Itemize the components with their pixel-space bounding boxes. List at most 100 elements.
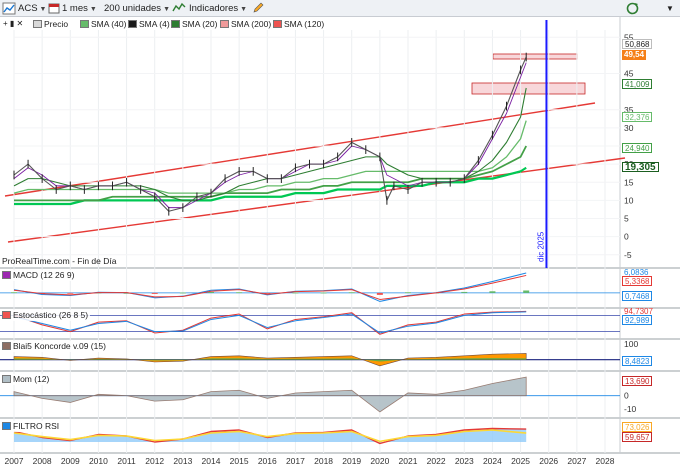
period-label: 1 mes xyxy=(62,3,88,14)
koncorde-tag: 8,4823 xyxy=(622,356,653,366)
price-tag: 50,868 xyxy=(622,39,653,49)
legend-label: SMA (120) xyxy=(284,19,325,29)
resistance-zone xyxy=(471,82,586,95)
koncorde-green-area xyxy=(14,358,527,362)
legend-item-precio[interactable]: Precio xyxy=(33,18,68,30)
x-tick-label: 2019 xyxy=(342,456,361,466)
legend-swatch xyxy=(220,20,229,28)
chevron-down-icon[interactable]: ▼ xyxy=(666,4,674,13)
series-layer xyxy=(11,20,548,445)
macd-histogram-bar xyxy=(236,292,243,294)
x-tick-label: 2022 xyxy=(427,456,446,466)
chevron-down-icon: ▼ xyxy=(240,6,248,13)
mom-area xyxy=(13,376,527,413)
pencil-icon[interactable] xyxy=(252,2,266,15)
rsi-filter-line xyxy=(13,429,527,443)
mom-tag: 13,690 xyxy=(622,376,653,386)
panel-icon xyxy=(2,375,11,383)
x-tick-label: 2011 xyxy=(117,456,136,466)
macd-histogram-bar xyxy=(523,290,530,293)
panel-title-mom[interactable]: Mom (12) xyxy=(2,374,52,385)
macd-histogram-bar xyxy=(461,291,468,293)
resistance-zone xyxy=(492,53,578,60)
indicators-icon[interactable] xyxy=(172,2,186,15)
legend-swatch xyxy=(80,20,89,28)
y-tick-label: 35 xyxy=(624,105,634,115)
units-selector[interactable]: 200 unidades ▼ xyxy=(104,2,170,15)
legend-label: SMA (20) xyxy=(182,19,218,29)
chevron-down-icon: ▼ xyxy=(89,6,97,13)
x-tick-label: 2013 xyxy=(173,456,192,466)
macd-histogram-bar xyxy=(405,292,411,294)
x-tick-label: 2024 xyxy=(483,456,502,466)
panel-label: FILTRO RSI xyxy=(13,421,60,431)
panel-title-koncorde[interactable]: Blai5 Koncorde v.09 (15) xyxy=(2,341,108,352)
chart-logo-icon xyxy=(2,2,16,15)
macd-tag: 6,0836 xyxy=(624,268,649,277)
panel-label: Blai5 Koncorde v.09 (15) xyxy=(13,341,106,351)
panel-label: Estocástico (26 8 5) xyxy=(13,310,89,320)
refresh-icon[interactable] xyxy=(626,2,640,15)
price-tag: 24,940 xyxy=(622,143,653,153)
macd-histogram-bar xyxy=(489,291,496,293)
panel-title-stoch[interactable]: Estocástico (26 8 5) xyxy=(2,310,91,321)
legend-label: SMA (40) xyxy=(91,19,127,29)
x-tick-label: 2012 xyxy=(145,456,164,466)
x-tick-label: 2023 xyxy=(455,456,474,466)
legend-swatch xyxy=(171,20,180,28)
y-tick-label: 10 xyxy=(624,195,634,205)
label-layer: 2007 2008 2009 2010 2011 2012 2013 2014 2015 2016… xyxy=(5,32,639,466)
koncorde-area xyxy=(13,353,527,367)
panel-icon xyxy=(2,311,11,319)
legend-label: Precio xyxy=(44,19,69,29)
rsi-tag: 73,026 xyxy=(622,422,653,432)
macd-tag: 5,3368 xyxy=(622,276,653,286)
source-label: ProRealTime.com - Fin de Día xyxy=(2,256,117,266)
x-tick-label: 2028 xyxy=(596,456,615,466)
period-selector[interactable]: 1 mes ▼ xyxy=(62,2,97,15)
legend-item-sma-120[interactable]: SMA (120) xyxy=(273,18,324,30)
price-series-line xyxy=(13,56,527,212)
stoch-tag: 94,7307 xyxy=(624,307,653,316)
legend-label: SMA (200) xyxy=(231,19,272,29)
legend-item-sma-4[interactable]: SMA (4) xyxy=(128,18,170,30)
macd-histogram-bar xyxy=(208,291,214,293)
macd-histogram-bar xyxy=(179,292,186,294)
symbol-label: ACS xyxy=(18,3,38,14)
legend-item-sma-20[interactable]: SMA (20) xyxy=(171,18,217,30)
y-tick-label: -5 xyxy=(624,250,632,260)
y-tick-label: 30 xyxy=(624,123,634,133)
chevron-down-icon: ▼ xyxy=(163,6,170,13)
x-tick-label: 2008 xyxy=(33,456,52,466)
macd-signal-line xyxy=(13,274,527,300)
legend-swatch xyxy=(128,20,137,28)
macd-histogram-bar xyxy=(67,292,74,294)
legend-tools[interactable]: + ▮ ✕ xyxy=(3,19,24,28)
y-tick-label: 0 xyxy=(624,232,629,242)
symbol-selector[interactable]: ACS ▼ xyxy=(18,2,46,15)
units-label: 200 unidades xyxy=(104,3,162,14)
price-legend: + ▮ ✕ Precio SMA (40) SMA (4) SMA (20) S… xyxy=(0,18,620,30)
price-tag: 41,009 xyxy=(622,79,653,89)
indicators-menu[interactable]: Indicadores ▼ xyxy=(189,2,247,15)
panel-label: MACD (12 26 9) xyxy=(13,270,75,280)
x-tick-label: 2014 xyxy=(202,456,221,466)
panel-icon xyxy=(2,271,11,279)
macd-histogram-bar xyxy=(348,292,355,294)
legend-item-sma-200[interactable]: SMA (200) xyxy=(220,18,271,30)
panel-title-rsi[interactable]: FILTRO RSI xyxy=(2,421,62,432)
calendar-icon[interactable] xyxy=(48,2,62,15)
chevron-down-icon: ▼ xyxy=(39,6,47,13)
x-tick-label: 2009 xyxy=(61,456,80,466)
macd-histogram-bar xyxy=(11,292,17,294)
stoch-d-line xyxy=(13,311,527,334)
legend-item-sma-40[interactable]: SMA (40) xyxy=(80,18,126,30)
y-tick-label: 5 xyxy=(624,214,629,224)
macd-histogram-bar xyxy=(264,292,271,294)
macd-histogram-bar xyxy=(292,292,299,294)
panel-title-macd[interactable]: MACD (12 26 9) xyxy=(2,270,77,281)
panel-icon xyxy=(2,422,11,430)
x-tick-label: 2016 xyxy=(258,456,277,466)
x-tick-label: 2026 xyxy=(539,456,558,466)
